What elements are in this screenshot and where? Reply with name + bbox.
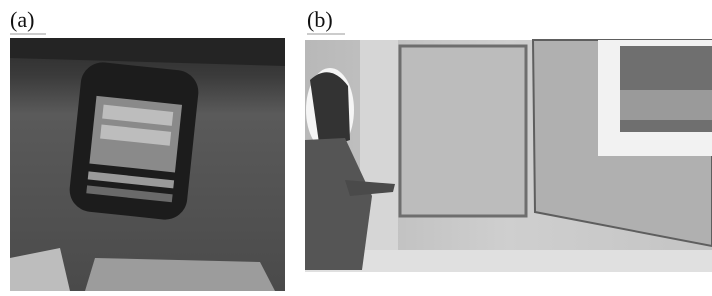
figure: (a) (b) [0,0,712,291]
panel-label: (a) [10,7,34,32]
photo-b [305,40,712,272]
page: (a) (b) (() => { const data = JSON.parse… [0,0,712,291]
photo-a [10,38,285,291]
panel-label: (b) [307,7,333,32]
